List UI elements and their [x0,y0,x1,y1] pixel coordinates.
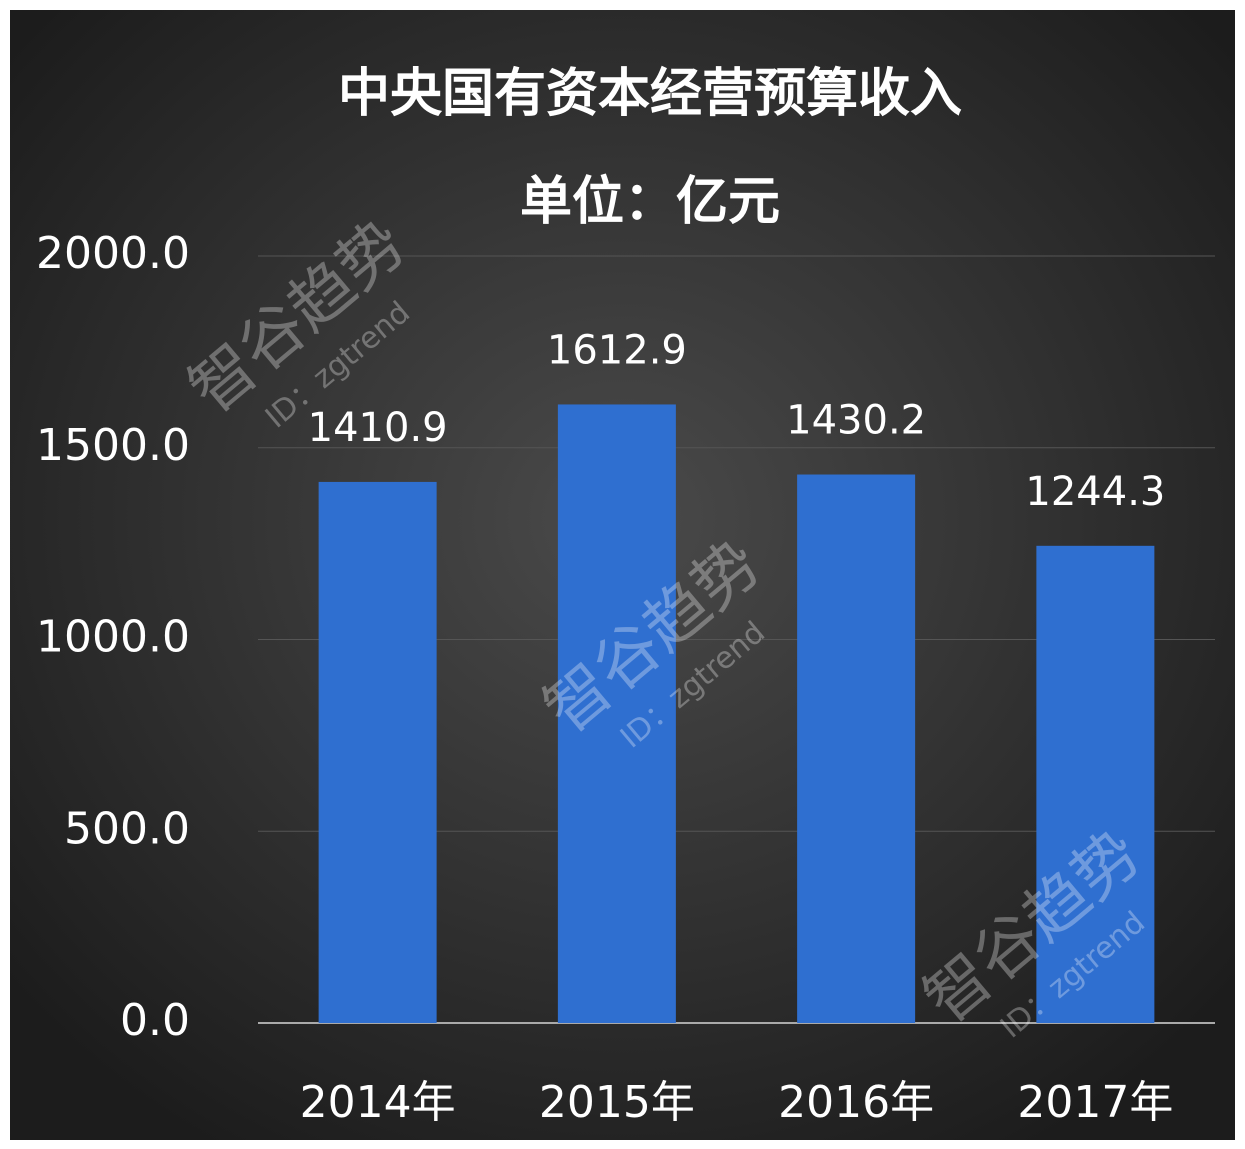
bar [1036,545,1155,1023]
bar [318,481,437,1023]
data-label: 1430.2 [786,398,926,444]
x-tick-label: 2015年 [539,1077,695,1128]
bar [797,474,916,1023]
data-label: 1244.3 [1025,469,1165,515]
y-tick-label: 1500.0 [36,420,190,471]
x-tick-label: 2014年 [300,1077,456,1128]
bar [557,404,676,1023]
x-tick-label: 2016年 [778,1077,934,1128]
x-tick-label: 2017年 [1017,1077,1173,1128]
y-tick-label: 0.0 [120,995,190,1046]
data-label: 1612.9 [547,327,687,373]
data-label: 1410.9 [308,405,448,451]
chart-title: 中央国有资本经营预算收入 [338,64,962,124]
y-tick-label: 2000.0 [36,228,190,279]
y-tick-label: 500.0 [64,803,190,854]
y-tick-label: 1000.0 [36,612,190,663]
chart-subtitle: 单位：亿元 [520,172,780,232]
